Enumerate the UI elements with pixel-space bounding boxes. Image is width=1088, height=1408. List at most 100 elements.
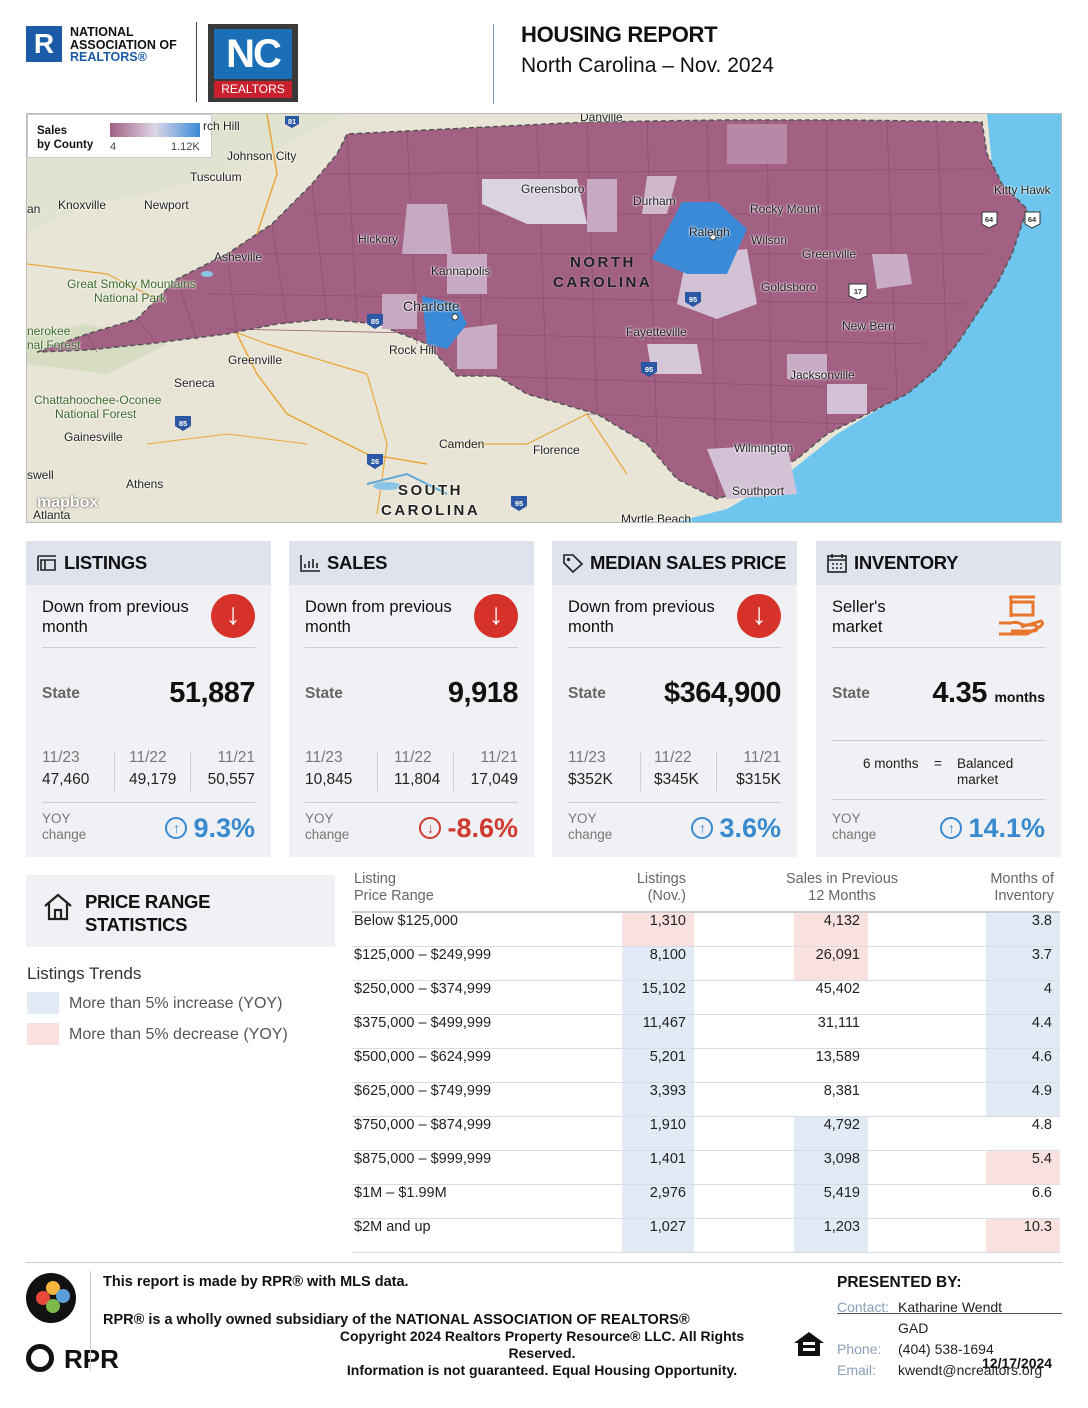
footer-subsidiary: RPR® is a wholly owned subsidiary of the…	[103, 1312, 690, 1328]
table-row: $875,000 – $999,999 1,401 3,098 5.4	[352, 1151, 1060, 1185]
state-value: 9,918	[447, 677, 519, 709]
contact-value: Katharine Wendt	[898, 1299, 1003, 1315]
contact-label: Contact:	[837, 1299, 890, 1315]
equal-housing-icon	[794, 1332, 824, 1356]
table-cell-listings: 15,102	[622, 981, 694, 1014]
table-cell-months: 5.4	[986, 1151, 1060, 1184]
yoy-value: ↓ -8.6%	[419, 813, 518, 844]
state-label: State	[832, 685, 870, 702]
table-cell-sales: 4,792	[794, 1117, 868, 1150]
card-title: MEDIAN SALES PRICE	[590, 552, 787, 573]
history-row: 11/23 $352K 11/22 $345K 11/21 $315K	[568, 749, 781, 795]
map-city-label: Myrtle Beach	[621, 512, 692, 523]
yoy-value: ↑ 9.3%	[165, 813, 255, 844]
map-legend: Sales by County 4 1.12K	[27, 114, 212, 158]
house-icon	[44, 893, 72, 921]
map-city-label: Greensboro	[521, 182, 585, 196]
svg-text:64: 64	[1028, 215, 1037, 224]
map-city-label: Kannapolis	[431, 264, 491, 278]
listings-trends-title: Listings Trends	[27, 964, 142, 983]
price-range-title-line1: PRICE RANGE	[85, 891, 211, 912]
state-value: 51,887	[169, 677, 255, 709]
history-value: 17,049	[470, 771, 518, 788]
yoy-label: YOY	[568, 811, 597, 826]
table-cell-sales: 8,381	[823, 1083, 860, 1099]
state-label: State	[305, 685, 343, 702]
map-city-label: Gainesville	[64, 430, 123, 444]
listings-icon	[37, 555, 56, 571]
yoy-label: change	[832, 827, 877, 842]
svg-text:85: 85	[179, 419, 187, 428]
listings-card: LISTINGS Down from previous month ↓ Stat…	[26, 541, 271, 857]
map-park-label: nerokee	[27, 324, 71, 338]
map-city-label: Jacksonville	[790, 368, 855, 382]
map-city-label: Charlotte	[403, 298, 460, 314]
history-year: 11/22	[654, 749, 692, 766]
map-park-label: Great Smoky Mountains	[67, 277, 196, 291]
map-city-label: Seneca	[174, 376, 215, 390]
arrow-down-icon: ↓	[419, 817, 442, 839]
map-state-label-nc-2: CAROLINA	[553, 274, 653, 291]
report-header: R NATIONAL ASSOCIATION OF REALTORS® NC R…	[26, 22, 1062, 106]
table-cell-range: $750,000 – $874,999	[354, 1117, 492, 1133]
map-city-label: Durham	[633, 194, 676, 208]
card-header: LISTINGS	[26, 541, 271, 585]
county-sales-map[interactable]: 81 85 95 95 85 26 95 17 64 64 Sales by County 4…	[26, 113, 1062, 523]
yoy-label: YOY	[305, 811, 334, 826]
table-cell-listings: 1,401	[622, 1151, 694, 1184]
table-cell-months: 10.3	[986, 1219, 1060, 1252]
svg-text:81: 81	[288, 117, 296, 126]
table-cell-range: $500,000 – $624,999	[354, 1049, 492, 1065]
table-row: $250,000 – $374,999 15,102 45,402 4	[352, 981, 1060, 1015]
map-park-label: Chattahoochee-Oconee	[34, 393, 162, 407]
yoy-label: change	[42, 827, 87, 842]
map-city-label: Wilson	[751, 233, 788, 247]
trend-text: Seller's market	[832, 598, 886, 636]
table-cell-months: 4.6	[986, 1049, 1060, 1082]
map-city-label: Hickory	[358, 232, 399, 246]
history-year: 11/21	[217, 749, 255, 766]
trend-text: Down from previous month	[305, 598, 452, 636]
state-value: $364,900	[664, 677, 781, 709]
map-city-label: Atlanta	[33, 508, 71, 522]
table-cell-range: $250,000 – $374,999	[354, 981, 492, 997]
history-value: $345K	[654, 771, 699, 788]
table-cell-listings: 8,100	[622, 947, 694, 980]
history-row: 11/23 47,460 11/22 49,179 11/21 50,557	[42, 749, 255, 795]
yoy-label: YOY	[832, 811, 861, 826]
history-row: 11/23 10,845 11/22 11,804 11/21 17,049	[305, 749, 518, 795]
history-value: 49,179	[129, 771, 177, 788]
mapbox-attribution[interactable]: mapbox	[37, 494, 99, 511]
sales-card: SALES Down from previous month ↓ State 9…	[289, 541, 534, 857]
map-city-label: Wilmington	[734, 441, 794, 455]
col-header-listings: Listings (Nov.)	[636, 871, 686, 904]
trend-text: Down from previous month	[568, 598, 715, 636]
table-cell-months: 4.9	[986, 1083, 1060, 1116]
table-cell-months: 4	[986, 981, 1060, 1014]
arrow-down-icon: ↓	[211, 594, 255, 638]
arrow-up-icon: ↑	[165, 817, 188, 839]
report-title: HOUSING REPORT	[521, 22, 718, 47]
legend-swatch-increase	[27, 992, 59, 1014]
table-cell-listings: 1,027	[622, 1219, 694, 1252]
table-cell-range: $875,000 – $999,999	[354, 1151, 492, 1167]
trend-text: Down from previous month	[42, 598, 189, 636]
table-cell-sales: 31,111	[817, 1015, 860, 1031]
card-header: MEDIAN SALES PRICE	[552, 541, 797, 585]
legend-title-line2: by County	[37, 139, 94, 151]
table-row: $375,000 – $499,999 11,467 31,111 4.4	[352, 1015, 1060, 1049]
phone-value[interactable]: (404) 538-1694	[898, 1341, 994, 1357]
email-value[interactable]: kwendt@ncrealtors.org	[898, 1362, 1043, 1378]
yoy-value: ↑ 14.1%	[940, 813, 1045, 844]
state-value: 4.35 months	[932, 677, 1045, 709]
map-city-label: Greenville	[802, 247, 857, 261]
history-value: 47,460	[42, 771, 90, 788]
table-cell-months: 3.7	[986, 947, 1060, 980]
footer-made-by: This report is made by RPR® with MLS dat…	[103, 1274, 409, 1290]
table-row: Below $125,000 1,310 4,132 3.8	[352, 913, 1060, 947]
map-park-label: National Forest	[55, 407, 137, 421]
table-cell-range: $1M – $1.99M	[354, 1185, 447, 1201]
table-cell-sales: 26,091	[794, 947, 868, 980]
state-label: State	[568, 685, 606, 702]
card-header: SALES	[289, 541, 534, 585]
